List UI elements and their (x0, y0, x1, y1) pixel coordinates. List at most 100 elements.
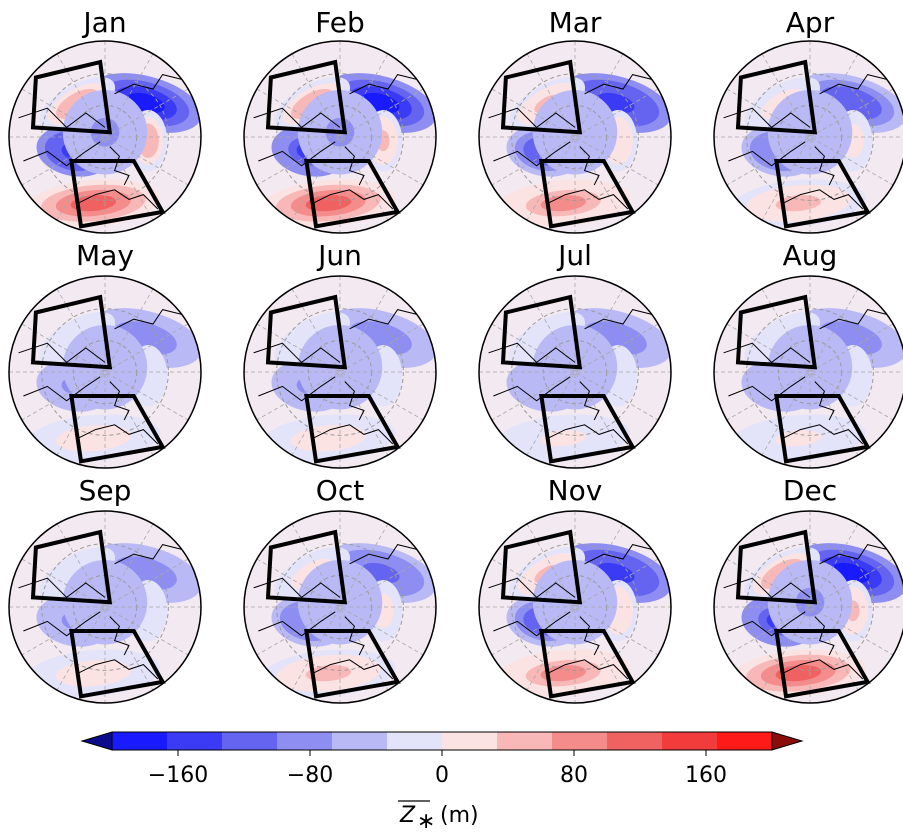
coastline (728, 141, 806, 167)
coastline (545, 659, 629, 680)
coastline (780, 424, 864, 445)
region-box-north (265, 529, 348, 605)
anomaly-contour (70, 665, 117, 682)
meridian-gridline (726, 558, 894, 656)
meridian-gridline (21, 558, 189, 656)
meridian-gridline (491, 323, 659, 421)
map-panel-jan: Jan (8, 6, 202, 234)
map-panel-jul: Jul (478, 239, 672, 469)
coastline (109, 616, 130, 656)
meridian-gridline (56, 288, 154, 456)
meridian-gridline (291, 53, 389, 221)
coastline (258, 376, 336, 402)
coastline (18, 107, 106, 129)
colorbar-tick-label: −80 (287, 763, 333, 788)
coastline (75, 424, 159, 445)
region-box-south (539, 394, 636, 464)
meridian-gridline (761, 288, 859, 456)
latitude-gridline (276, 543, 404, 671)
region-box-north (30, 59, 113, 135)
meridian-gridline (21, 88, 189, 186)
map-boundary (8, 40, 202, 234)
colorbar-segment (332, 732, 388, 750)
meridian-gridline (526, 523, 624, 691)
colorbar-tick-label: 80 (560, 763, 588, 788)
map-boundary (243, 40, 437, 234)
map-panel-dec: Dec (713, 474, 903, 704)
meridian-gridline (256, 323, 424, 421)
anomaly-contour (305, 195, 352, 212)
region-box-south (774, 159, 871, 229)
meridian-gridline (256, 558, 424, 656)
meridian-gridline (726, 88, 894, 186)
region-box-north (735, 529, 818, 605)
map-panel-nov: Nov (478, 474, 672, 704)
meridian-gridline (491, 558, 659, 656)
colorbar-segment (607, 732, 663, 750)
coastline (579, 381, 600, 421)
coastline (579, 616, 600, 656)
coastline (723, 342, 811, 364)
coastline (344, 616, 365, 656)
map-boundary (713, 275, 903, 469)
panel-title: Dec (783, 474, 837, 507)
coastline (258, 611, 336, 637)
colorbar-segment (112, 732, 168, 750)
colorbar-tick-label: 0 (435, 763, 449, 788)
coastline (109, 381, 130, 421)
colorbar-segment (717, 732, 773, 750)
coastline (75, 659, 159, 680)
region-box-south (774, 629, 871, 699)
anomaly-contour (70, 195, 117, 212)
colorbar-segment (222, 732, 278, 750)
anomaly-field (9, 41, 201, 233)
panel-title: Oct (316, 474, 364, 507)
map-boundary (8, 275, 202, 469)
region-box-south (69, 394, 166, 464)
map-boundary (8, 510, 202, 704)
colorbar-segment (387, 732, 443, 750)
meridian-gridline (291, 288, 389, 456)
anomaly-contour (305, 665, 352, 682)
coastline (579, 146, 600, 186)
latitude-gridline (511, 543, 639, 671)
map-panel-apr: Apr (713, 6, 903, 234)
coastline (488, 577, 576, 599)
coastline (584, 74, 652, 95)
coastline (493, 611, 571, 637)
coastline (75, 189, 159, 210)
coastline (114, 544, 182, 565)
coastline (349, 74, 417, 95)
latitude-gridline (746, 543, 874, 671)
meridian-gridline (256, 323, 424, 421)
map-panel-aug: Aug (713, 239, 903, 469)
anomaly-field (244, 276, 436, 468)
meridian-gridline (56, 288, 154, 456)
coastline (23, 376, 101, 402)
coastline (545, 424, 629, 445)
coastline (819, 74, 887, 95)
coastline (814, 381, 835, 421)
map-boundary (713, 40, 903, 234)
meridian-gridline (526, 523, 624, 691)
region-box-north (265, 294, 348, 370)
coastline (18, 577, 106, 599)
coastline (23, 141, 101, 167)
coastline (349, 544, 417, 565)
meridian-gridline (21, 88, 189, 186)
coastline (109, 146, 130, 186)
panel-title: Jul (556, 239, 592, 272)
region-box-south (69, 159, 166, 229)
anomaly-contour (775, 665, 822, 682)
coastline (493, 141, 571, 167)
meridian-gridline (761, 523, 859, 691)
region-box-north (735, 59, 818, 135)
latitude-gridline (746, 308, 874, 436)
coastline (310, 659, 394, 680)
region-box-north (30, 529, 113, 605)
colorbar-label-subscript: ∗ (417, 809, 435, 834)
meridian-gridline (491, 323, 659, 421)
latitude-gridline (276, 308, 404, 436)
coastline (493, 376, 571, 402)
region-box-south (304, 159, 401, 229)
